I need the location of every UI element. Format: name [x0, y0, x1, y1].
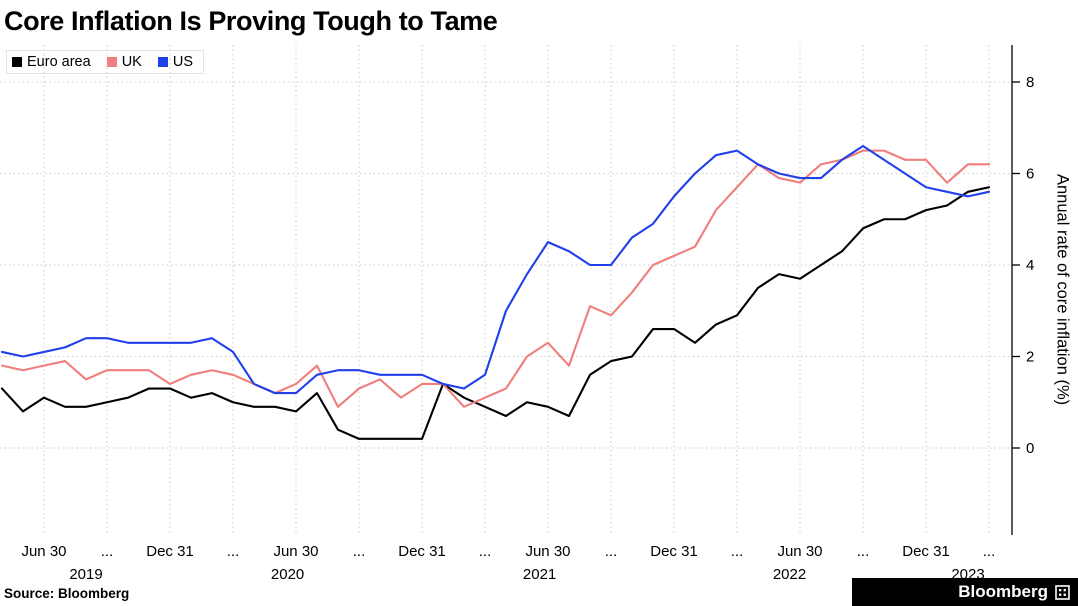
- x-tick-labels: Jun 30... Dec 31... Jun 30... Dec 31... Jun …: [21, 543, 995, 560]
- core-inflation-line-chart: 0 2 4 6 8 Jun 30... Dec 31... Jun 30... Dec 31..…: [0, 45, 1034, 583]
- series-line-euro-area: [0, 186, 991, 440]
- x-tick-label: Dec 31: [146, 543, 194, 560]
- x-tick-label: Jun 30: [21, 543, 66, 560]
- y-tick-label: 6: [1026, 166, 1034, 183]
- x-tick-label: Jun 30: [525, 543, 570, 560]
- x-tick-label: ...: [857, 543, 870, 560]
- terminal-keyboard-icon: [1055, 584, 1070, 600]
- x-tick-label: ...: [983, 543, 996, 560]
- year-label: 2019: [69, 566, 102, 583]
- x-gridlines: [43, 45, 990, 535]
- x-tick-label: Jun 30: [777, 543, 822, 560]
- legend-item-uk: UK: [106, 54, 142, 70]
- legend-item-euro-area: Euro area: [12, 54, 91, 70]
- legend: Euro area UK US: [6, 50, 204, 74]
- series-line-uk: [0, 149, 991, 408]
- year-labels: 2019 2020 2021 2022 2023: [69, 566, 984, 583]
- x-tick-label: Dec 31: [398, 543, 446, 560]
- y-tick-label: 8: [1026, 74, 1034, 91]
- legend-swatch-us: [157, 57, 168, 67]
- chart-title: Core Inflation Is Proving Tough to Tame: [4, 6, 498, 36]
- series-line-us: [0, 145, 991, 395]
- y-tick-label: 0: [1026, 440, 1034, 457]
- legend-label-euro-area: Euro area: [27, 54, 91, 70]
- legend-swatch-euro-area: [12, 57, 22, 67]
- x-tick-label: ...: [227, 543, 240, 560]
- x-tick-label: ...: [731, 543, 744, 560]
- x-tick-label: Dec 31: [650, 543, 698, 560]
- legend-label-uk: UK: [121, 54, 142, 70]
- y-gridlines: [0, 81, 1012, 449]
- year-label: 2020: [271, 566, 304, 583]
- x-tick-label: ...: [605, 543, 618, 560]
- legend-item-us: US: [157, 54, 193, 70]
- source-note: Source: Bloomberg: [4, 586, 130, 601]
- legend-swatch-uk: [106, 57, 117, 67]
- year-label: 2022: [773, 566, 806, 583]
- x-tick-label: ...: [101, 543, 114, 560]
- x-tick-label: ...: [353, 543, 366, 560]
- bloomberg-wordmark: Bloomberg: [958, 582, 1048, 601]
- x-tick-label: ...: [479, 543, 492, 560]
- y-tick-label: 4: [1026, 257, 1034, 274]
- y-axis: 0 2 4 6 8: [1011, 45, 1034, 535]
- legend-label-us: US: [172, 54, 193, 70]
- series-lines: [0, 145, 991, 440]
- y-tick-label: 2: [1026, 349, 1034, 366]
- x-tick-label: Dec 31: [902, 543, 950, 560]
- year-label: 2021: [523, 566, 556, 583]
- x-tick-label: Jun 30: [273, 543, 318, 560]
- y-axis-title: Annual rate of core inflation (%): [1053, 174, 1072, 406]
- bloomberg-logo-bar: Bloomberg: [852, 578, 1078, 606]
